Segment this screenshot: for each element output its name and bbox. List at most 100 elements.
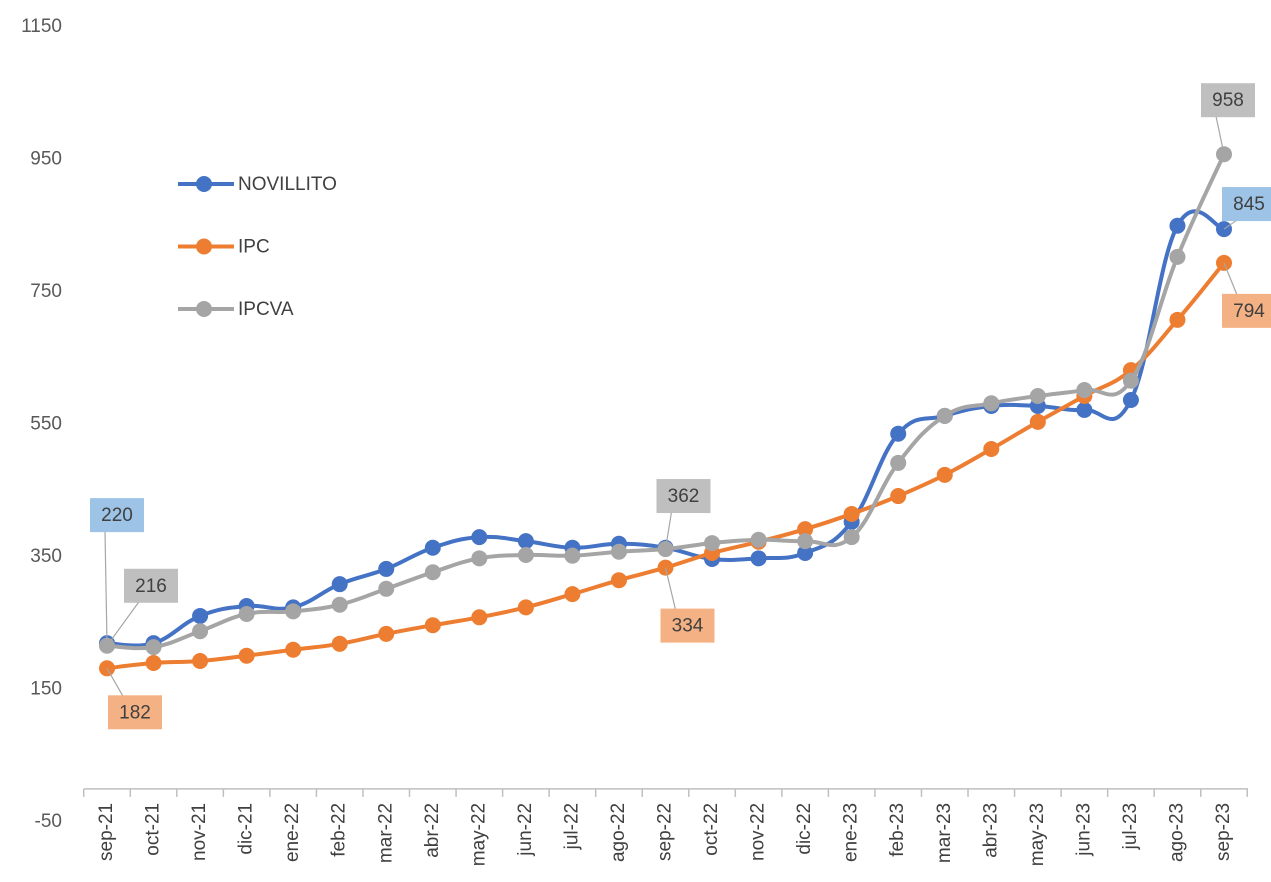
data-label-box: [1201, 83, 1255, 118]
x-tick-label: abr-22: [422, 803, 443, 858]
x-tick-label: ago-23: [1166, 803, 1187, 862]
marker: [424, 564, 441, 581]
data-label: 216: [135, 576, 167, 597]
leader-line: [1223, 219, 1238, 230]
leader-line: [1223, 262, 1238, 296]
marker: [192, 623, 209, 640]
marker: [285, 641, 302, 658]
marker: [285, 603, 302, 620]
marker: [1122, 391, 1139, 408]
data-label-box: [90, 498, 144, 533]
marker: [983, 441, 1000, 458]
marker: [890, 454, 907, 471]
x-tick-label: ene-23: [841, 803, 862, 862]
data-label: 794: [1233, 301, 1265, 322]
marker: [378, 625, 395, 642]
x-tick-label: sep-21: [96, 803, 117, 861]
marker: [610, 572, 627, 589]
marker: [424, 617, 441, 634]
leader-line: [664, 511, 673, 550]
marker: [517, 533, 534, 550]
x-tick-label: dic-22: [794, 803, 815, 855]
x-tick-label: may-23: [1027, 803, 1048, 866]
x-tick-label: jun-22: [515, 803, 536, 857]
marker: [331, 635, 348, 652]
x-tick-label: jul-22: [561, 803, 582, 850]
marker: [1076, 382, 1093, 399]
legend-marker: [196, 238, 212, 255]
data-label-box: [1222, 187, 1271, 222]
marker: [471, 529, 488, 546]
marker: [750, 531, 767, 548]
x-tick-label: jul-23: [1120, 803, 1141, 850]
y-tick-label: 350: [30, 546, 62, 567]
marker: [1169, 248, 1186, 265]
marker: [843, 505, 860, 522]
marker: [797, 521, 814, 538]
marker: [1029, 388, 1046, 405]
y-tick-label: 750: [30, 281, 62, 302]
data-label: 845: [1233, 194, 1265, 215]
data-label: 362: [668, 486, 700, 507]
leader-line: [1215, 116, 1225, 155]
leader-line: [106, 668, 124, 697]
x-tick-label: ago-22: [608, 803, 629, 862]
marker: [192, 653, 209, 670]
marker: [983, 395, 1000, 412]
marker: [610, 543, 627, 560]
data-label-box: [108, 695, 162, 730]
marker: [145, 655, 162, 671]
legend-label: NOVILLITO: [238, 174, 337, 195]
marker: [1076, 401, 1093, 418]
marker: [564, 586, 581, 603]
marker: [704, 535, 721, 552]
x-tick-label: may-22: [468, 803, 489, 866]
marker: [424, 539, 441, 556]
x-tick-label: mar-22: [375, 803, 396, 863]
x-tick-label: nov-22: [748, 803, 769, 861]
marker: [890, 425, 907, 442]
data-label: 958: [1212, 90, 1244, 111]
marker: [517, 599, 534, 616]
marker: [843, 529, 860, 546]
x-tick-label: feb-22: [329, 803, 350, 857]
marker: [797, 533, 814, 550]
x-tick-label: nov-21: [189, 803, 210, 861]
marker: [331, 576, 348, 593]
y-tick-label: 550: [30, 414, 62, 435]
marker: [471, 550, 488, 567]
x-tick-label: oct-22: [701, 803, 722, 856]
marker: [750, 550, 767, 567]
marker: [238, 605, 255, 622]
x-tick-label: jun-23: [1073, 803, 1094, 857]
y-tick-label: 950: [30, 149, 62, 170]
marker: [1169, 217, 1186, 234]
data-label-box: [656, 479, 711, 514]
data-label-box: [124, 568, 178, 603]
x-tick-label: feb-23: [887, 803, 908, 857]
marker: [378, 580, 395, 597]
marker: [1122, 372, 1139, 389]
marker: [517, 547, 534, 564]
data-label: 182: [119, 702, 151, 723]
x-tick-label: dic-21: [236, 803, 257, 855]
x-tick-label: sep-23: [1213, 803, 1234, 861]
series-line: [106, 209, 1225, 648]
data-label-box: [1222, 293, 1271, 328]
leader-line: [664, 567, 677, 610]
legend-label: IPC: [238, 237, 270, 258]
legend-label: IPCVA: [238, 299, 294, 320]
marker: [797, 545, 814, 562]
marker: [331, 596, 348, 613]
legend-marker: [196, 301, 212, 317]
x-tick-label: oct-21: [143, 803, 164, 856]
marker: [936, 466, 953, 483]
y-tick-label: 1150: [21, 16, 62, 37]
x-tick-label: mar-23: [934, 803, 955, 863]
marker: [564, 547, 581, 564]
leader-line: [106, 601, 140, 647]
data-label-box: [660, 608, 715, 643]
data-label: 220: [101, 505, 133, 526]
leader-line: [104, 531, 108, 644]
